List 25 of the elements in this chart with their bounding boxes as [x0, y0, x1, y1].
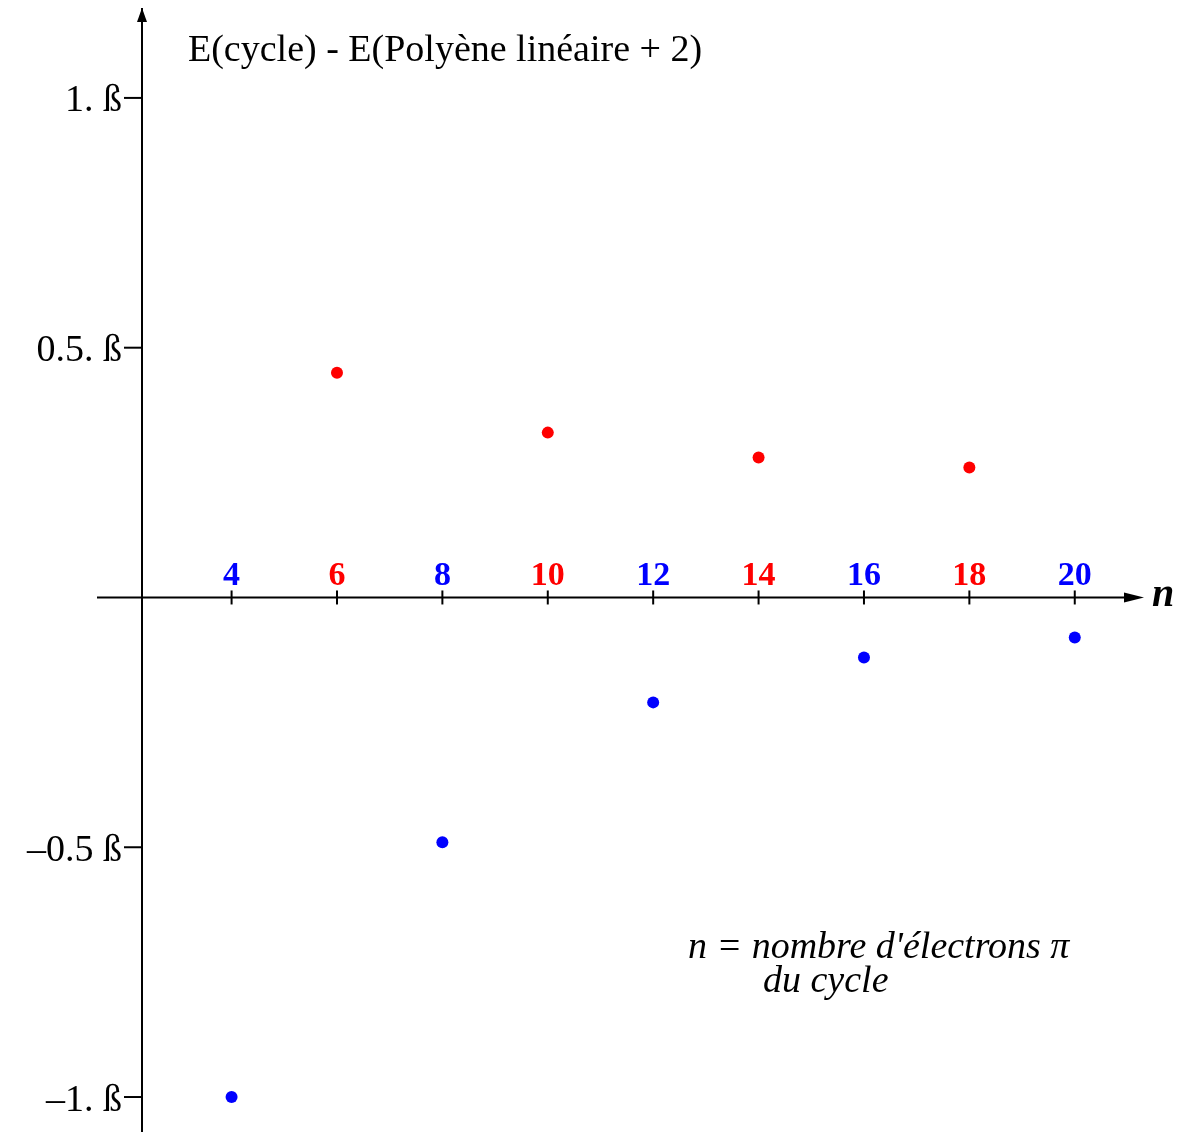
- x-tick-label: 8: [433, 555, 451, 593]
- x-tick-label: 18: [952, 555, 987, 593]
- x-tick-label: 6: [328, 555, 346, 593]
- y-tick-label: –0.5 ß: [26, 826, 122, 869]
- x-tick-label: 4: [223, 555, 241, 593]
- point: [330, 366, 343, 379]
- x-tick-label: 12: [636, 555, 671, 593]
- y-tick-label: –1. ß: [45, 1076, 122, 1119]
- x-tick-label: 20: [1057, 555, 1092, 593]
- point: [857, 651, 870, 664]
- x-tick-label: 14: [741, 555, 776, 593]
- point: [963, 461, 976, 474]
- point: [225, 1091, 238, 1104]
- y-tick-label: 1. ß: [65, 77, 122, 120]
- point: [752, 451, 765, 464]
- point: [647, 696, 660, 709]
- x-axis-title: n: [1152, 569, 1175, 617]
- x-tick-label: 10: [530, 555, 565, 593]
- text: E(cycle) - E(Polyène linéaire + 2): [188, 26, 703, 70]
- y-tick-label: 0.5. ß: [36, 327, 122, 370]
- point: [541, 426, 554, 439]
- point: [436, 836, 449, 849]
- x-tick-label: 16: [846, 555, 881, 593]
- annotation: n = nombre d'électrons π du cycle: [688, 924, 1070, 1000]
- point: [1068, 631, 1081, 644]
